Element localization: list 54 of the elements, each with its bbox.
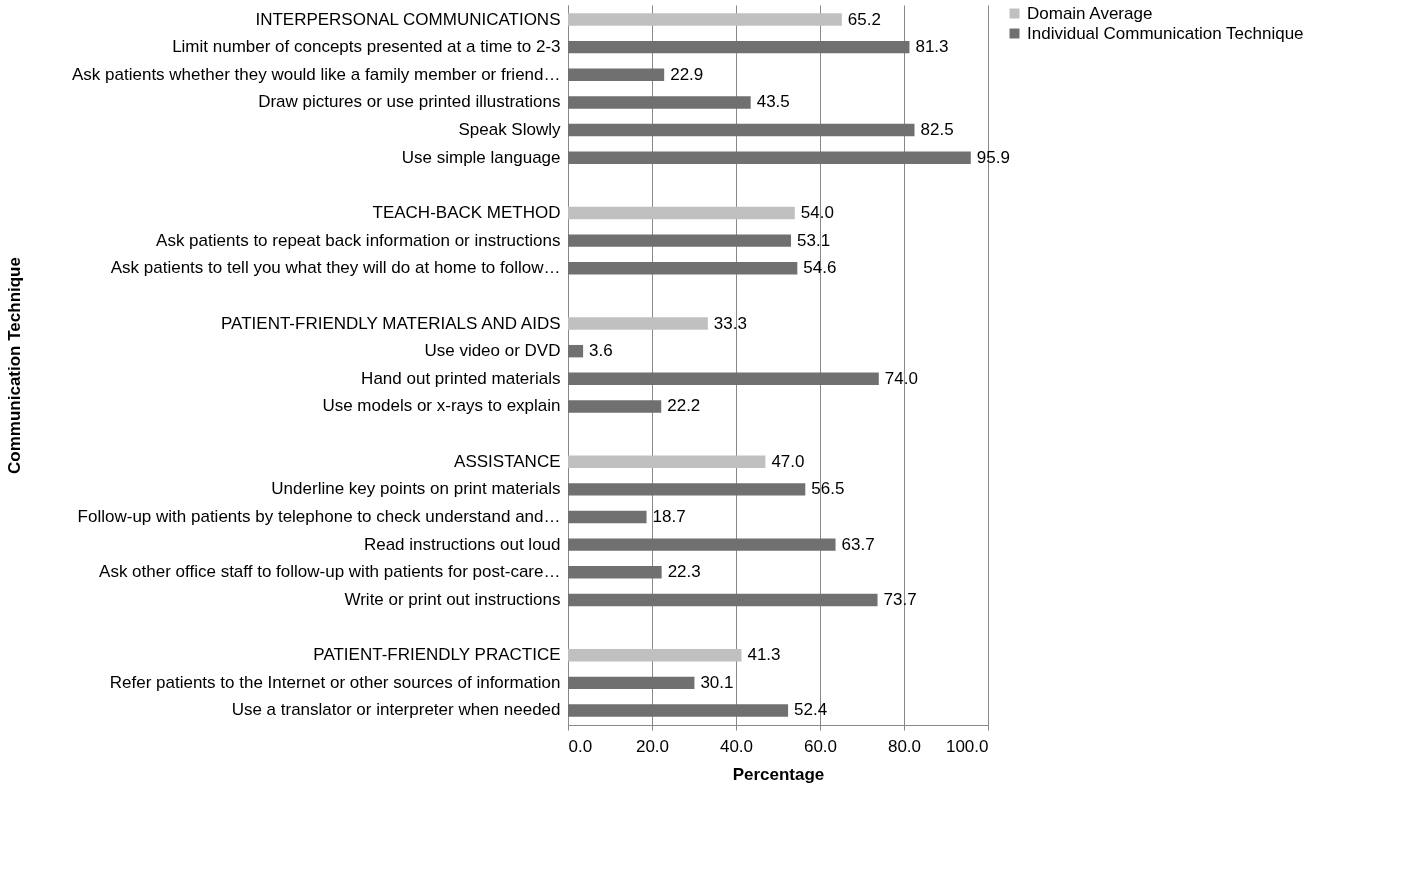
data-label: 22.3 [667, 562, 701, 582]
data-label: 43.5 [756, 92, 790, 112]
y-tick-label: Limit number of concepts presented at a time to 2-3 [172, 37, 561, 57]
data-label: 95.9 [976, 147, 1010, 167]
x-tick-label: 0.0 [568, 736, 593, 756]
y-tick-label: TEACH-BACK METHOD [372, 202, 561, 222]
y-tick-label: Use models or x-rays to explain [322, 396, 561, 416]
data-label: 33.3 [713, 313, 747, 333]
y-tick-label: INTERPERSONAL COMMUNICATIONS [255, 9, 561, 29]
data-label: 3.6 [589, 341, 613, 361]
y-axis-title: Communication Technique [4, 257, 24, 474]
y-tick-label: Ask patients whether they would like a family member or friend… [72, 64, 561, 84]
x-tick-label: 80.0 [887, 736, 922, 756]
x-axis-title: Percentage [732, 764, 825, 784]
data-label: 54.0 [800, 202, 834, 222]
data-label: 63.7 [841, 534, 875, 554]
data-label: 56.5 [811, 479, 845, 499]
data-label: 30.1 [700, 672, 734, 692]
y-tick-label: PATIENT-FRIENDLY MATERIALS AND AIDS [221, 313, 561, 333]
y-tick-label: Use video or DVD [424, 341, 561, 361]
y-tick-label: Use a translator or interpreter when needed [231, 700, 561, 720]
y-tick-label: Follow-up with patients by telephone to check understand and… [77, 507, 561, 527]
x-tick-label: 20.0 [635, 736, 670, 756]
data-label: 22.9 [670, 64, 704, 84]
data-label: 65.2 [847, 9, 881, 29]
data-label: 53.1 [797, 230, 831, 250]
y-tick-label: Write or print out instructions [344, 589, 561, 609]
data-label: 73.7 [883, 589, 917, 609]
data-label: 81.3 [915, 37, 949, 57]
data-label: 54.6 [803, 258, 837, 278]
x-tick-label: 40.0 [719, 736, 754, 756]
legend-label: Domain Average [1027, 3, 1153, 23]
y-tick-label: Hand out printed materials [361, 368, 561, 388]
y-tick-label: ASSISTANCE [454, 451, 561, 471]
y-tick-label: Read instructions out loud [363, 534, 561, 554]
data-label: 47.0 [771, 451, 805, 471]
y-tick-label: Underline key points on print materials [271, 479, 561, 499]
y-tick-label: Use simple language [401, 147, 561, 167]
y-tick-label: Refer patients to the Internet or other sources of information [109, 672, 561, 692]
x-tick-label: 60.0 [803, 736, 838, 756]
data-label: 82.5 [920, 120, 954, 140]
y-tick-label: Speak Slowly [458, 120, 561, 140]
data-label: 18.7 [652, 507, 686, 527]
y-tick-label: Ask patients to tell you what they will do at home to follow… [110, 258, 561, 278]
y-tick-label: Ask patients to repeat back information or instructions [156, 230, 561, 250]
legend-label: Individual Communication Technique [1027, 23, 1304, 43]
x-tick-label: 100.0 [945, 736, 989, 756]
data-label: 74.0 [884, 368, 918, 388]
y-tick-label: Draw pictures or use printed illustrations [258, 92, 561, 112]
data-label: 41.3 [747, 645, 781, 665]
data-label: 22.2 [667, 396, 701, 416]
y-tick-label: PATIENT-FRIENDLY PRACTICE [313, 645, 561, 665]
y-tick-label: Ask other office staff to follow-up with patients for post-care… [99, 562, 561, 582]
data-label: 52.4 [794, 700, 828, 720]
